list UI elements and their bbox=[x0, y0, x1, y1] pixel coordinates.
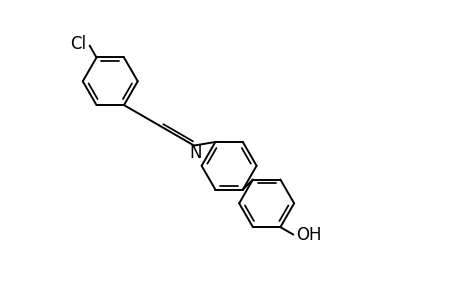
Text: OH: OH bbox=[296, 226, 321, 244]
Text: Cl: Cl bbox=[70, 35, 86, 53]
Text: N: N bbox=[189, 144, 202, 162]
